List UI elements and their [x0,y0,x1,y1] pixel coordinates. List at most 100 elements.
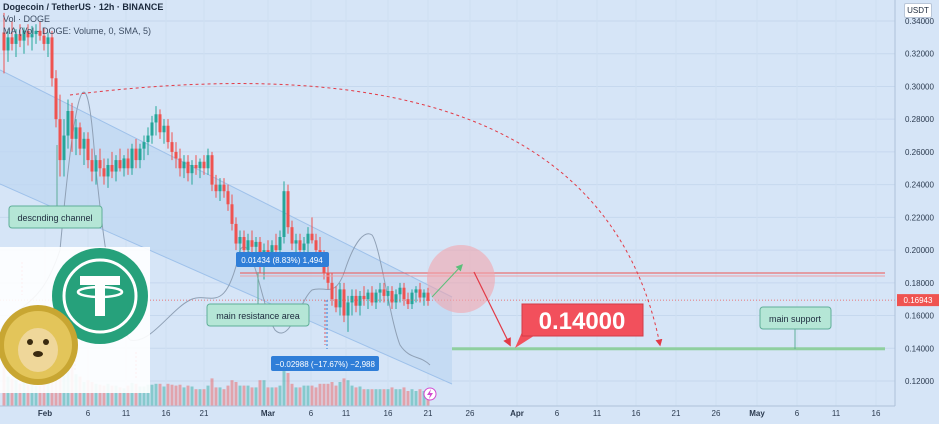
last-price-value: 0.16943 [904,296,933,305]
volume-bar [382,389,386,406]
candle [194,155,198,175]
projection-up-arrow [431,263,463,298]
volume-bar [334,385,338,406]
volume-bar [306,385,310,406]
volume-bar [246,385,250,406]
candle [114,155,118,182]
candle [30,25,34,51]
volume-bar [198,389,202,406]
candle-body [242,237,246,251]
measure-top-badge[interactable]: 0.01434 (8.83%) 1,494 [236,252,329,267]
x-tick-label: 26 [466,409,475,418]
resistance-area-callout[interactable]: main resistance area [206,272,310,327]
y-tick-label: 0.12000 [905,377,934,386]
symbol-title[interactable]: Dogecoin / TetherUS · 12h · BINANCE [3,2,164,12]
volume-bar [374,389,378,406]
volume-bar [202,389,206,406]
volume-bar [106,383,110,406]
candle-body [130,148,134,169]
candle-body [366,292,370,300]
y-tick-label: 0.30000 [905,82,934,91]
y-axis-ticks: 0.34000 0.32000 0.30000 0.28000 0.26000 0.240… [905,17,934,386]
candle-body [166,125,170,143]
candle-body [310,233,314,241]
volume-bar [138,386,142,406]
y-tick-label: 0.22000 [905,213,934,222]
candle [290,220,294,251]
volume-bar [250,387,254,406]
candle [370,286,374,306]
candle [402,282,406,306]
candle [162,119,166,144]
volume-bar [94,383,98,406]
volume-bar [362,389,366,406]
x-axis-panel[interactable] [0,406,895,419]
volume-legend[interactable]: Vol · DOGE [3,14,51,24]
x-tick-label: 11 [122,409,131,418]
volume-ma-legend[interactable]: MA (Vol · DOGE: Volume, 0, SMA, 5) [3,26,152,36]
volume-bar [82,382,86,406]
candle [34,24,38,44]
candle [2,12,6,74]
candle-body [30,34,34,38]
volume-bar [254,387,258,406]
volume-bar [86,380,90,406]
candle-body [70,111,74,139]
x-tick-label: 6 [795,409,800,418]
candle [74,119,78,156]
candle [94,155,98,185]
candle [58,94,62,177]
y-axis-panel[interactable] [895,0,939,419]
candle [46,32,50,57]
candle-body [154,114,158,123]
y-tick-label: 0.28000 [905,115,934,124]
measure-bottom-badge[interactable]: −0.02988 (−17.67%) −2,988 [271,356,379,371]
volume-bar [210,378,214,406]
candle [66,99,70,149]
candle-body [2,32,6,51]
main-support-label: main support [769,314,822,324]
target-callout[interactable]: 0.14000 [515,303,644,348]
volume-bar [238,385,242,406]
target-box [521,303,644,337]
volume-bar [398,389,402,406]
candle [214,174,218,198]
candle-body [398,287,402,295]
volume-bar [126,385,130,406]
tether-logo-icon [52,248,148,344]
volume-bar [90,382,94,406]
dogecoin-logo-icon [0,305,78,385]
volume-bar [110,385,114,406]
candle-body [66,111,70,136]
candle-body [290,227,294,244]
candle [78,122,82,156]
candle-body [414,289,418,293]
projection-down-arrow [473,271,511,347]
resistance-area-label: main resistance area [216,311,300,321]
candle [250,230,254,254]
currency-button[interactable]: USDT [904,3,932,18]
candle-body [422,292,426,298]
volume-bar [354,387,358,406]
candle [222,178,226,198]
descending-channel-callout[interactable]: descnding channel [8,145,103,229]
x-tick-label: 16 [632,409,641,418]
candle-body [38,30,42,36]
candle-body [210,155,214,185]
main-support-callout[interactable]: main support [759,306,832,349]
candle [230,194,234,231]
candle [126,148,130,175]
volume-bar [258,380,262,406]
candle-body [50,37,54,79]
candlesticks [2,12,430,332]
support-band [452,347,885,351]
candle-body [62,135,66,161]
projection-circle [427,245,495,313]
candle-body [350,295,354,303]
lightning-icon[interactable] [423,387,437,401]
volume-bar [346,380,350,406]
volume-bar [418,389,422,406]
candle-body [174,151,178,159]
